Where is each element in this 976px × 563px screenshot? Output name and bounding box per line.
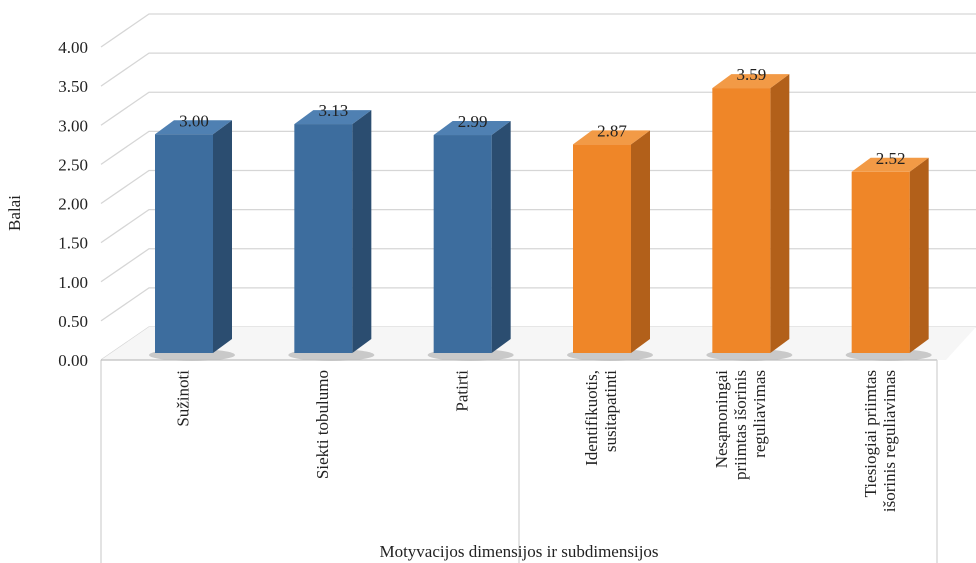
data-label: 2.99 [458, 112, 488, 131]
bar-front [851, 171, 910, 353]
bar-side [213, 120, 232, 353]
bar-front [155, 134, 213, 353]
bar-top [573, 130, 650, 145]
y-tick-label: 4.00 [58, 38, 88, 57]
gridlines [100, 13, 976, 361]
bar-top [712, 74, 790, 89]
bar-side [909, 157, 929, 353]
gridline [100, 208, 976, 244]
x-axis-title: Motyvacijos dimensijos ir subdimensijos [379, 542, 658, 561]
y-axis-ticks: 0.00 0.50 1.00 1.50 2.00 2.50 3.00 3.50 4.00 [58, 38, 88, 370]
data-label: 3.13 [318, 101, 348, 120]
category-label: Siekti tobulumo [313, 370, 332, 479]
y-tick-label: 2.00 [58, 195, 88, 214]
gridline [100, 13, 976, 48]
bar-side [631, 130, 650, 353]
bar [567, 130, 653, 361]
gridline [100, 91, 976, 126]
bar-side [770, 74, 790, 354]
bar-side [352, 110, 372, 353]
gridline [100, 169, 976, 205]
axes [100, 359, 938, 563]
category-label: Sužinoti [174, 370, 193, 427]
bar-top [155, 120, 232, 135]
bar [288, 110, 375, 361]
gridline [100, 130, 976, 165]
gridline [100, 287, 976, 322]
y-tick-label: 0.00 [58, 351, 88, 370]
y-tick-label: 3.00 [58, 116, 88, 135]
bar [427, 121, 514, 361]
gridline [100, 248, 976, 283]
bar-top [433, 121, 511, 136]
data-label: 3.59 [736, 65, 766, 84]
data-label: 3.00 [179, 111, 209, 130]
bar-front [294, 124, 353, 353]
bar [845, 157, 932, 361]
y-tick-label: 3.50 [58, 77, 88, 96]
category-label: Patirti [452, 370, 471, 412]
data-label: 2.87 [597, 121, 627, 140]
category-label: Nesąmoningaipriimtas išorinisreguliavima… [712, 370, 769, 480]
y-tick-label: 2.50 [58, 155, 88, 174]
bar-front [433, 135, 492, 353]
y-tick-label: 1.50 [58, 234, 88, 253]
category-label: Identifikuotis,susitapatinti [582, 370, 620, 466]
data-label: 2.52 [876, 149, 906, 168]
bar-front [573, 144, 631, 353]
gridline [100, 52, 976, 87]
bar-top [851, 157, 929, 172]
category-labels: Sužinoti Siekti tobulumo Patirti Identifiku… [174, 370, 899, 512]
category-label: Tiesiogiai priimtasišorinis reguliavimas [861, 370, 899, 512]
bars: 3.00 3.13 2.99 2.87 3.59 2.52 [149, 65, 932, 361]
y-tick-label: 1.00 [58, 273, 88, 292]
bar-top [294, 110, 372, 125]
bar [706, 74, 793, 361]
bar-front [712, 88, 771, 354]
y-axis-title: Balai [5, 195, 24, 231]
bar-side [491, 121, 511, 353]
y-tick-label: 0.50 [58, 312, 88, 331]
bar [149, 120, 235, 361]
